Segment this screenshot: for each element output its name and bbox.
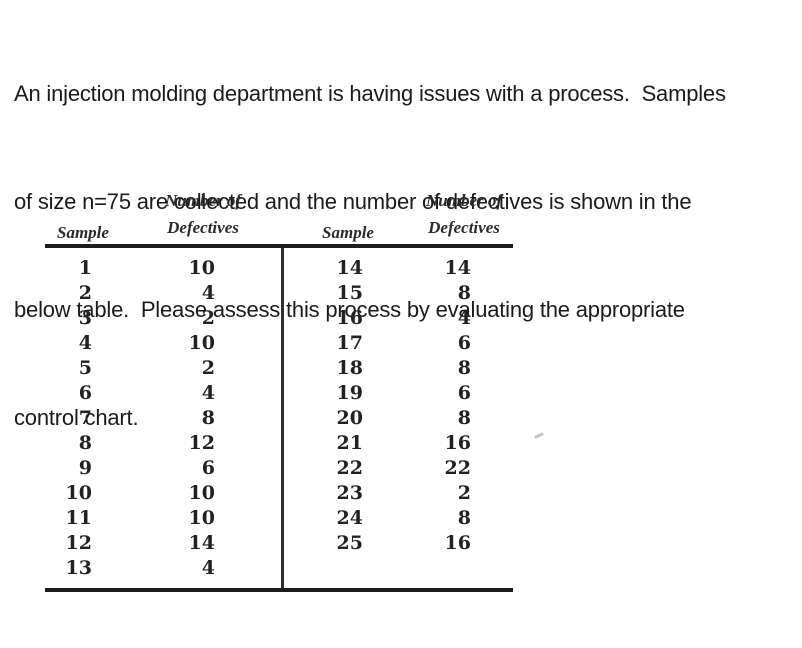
sample-cell <box>215 556 363 581</box>
defectives-table: Sample Number of Defectives Sample Numbe… <box>45 191 513 605</box>
sample-cell: 2 <box>78 282 92 304</box>
sample-cell: 16 <box>336 307 363 329</box>
defectives-cell: 4 <box>201 557 215 579</box>
problem-statement: An injection molding department is havin… <box>14 4 726 508</box>
defectives-cell: 22 <box>444 457 471 479</box>
defectives-cell: 16 <box>444 532 471 554</box>
sample-cell: 25 <box>336 532 363 554</box>
sample-cell: 12 <box>65 532 92 554</box>
sample-cell: 11 <box>65 507 92 529</box>
defectives-cell: 8 <box>201 407 215 429</box>
sample-cell: 9 <box>78 457 92 479</box>
problem-line: of size n=75 are collected and the numbe… <box>14 189 692 214</box>
problem-line: control chart. <box>14 405 139 430</box>
column-header-sample-left: Sample <box>57 223 109 242</box>
defectives-cell: 4 <box>201 382 215 404</box>
sample-cell: 1 <box>78 257 92 279</box>
sample-cell: 17 <box>336 332 363 354</box>
defectives-cell: 6 <box>201 457 215 479</box>
defectives-cell: 8 <box>457 357 471 379</box>
sample-cell: 18 <box>336 357 363 379</box>
defectives-cell: 6 <box>457 382 471 404</box>
problem-line: An injection molding department is havin… <box>14 81 726 106</box>
sample-cell: 23 <box>336 482 363 504</box>
sample-cell: 19 <box>336 382 363 404</box>
defectives-cell: 10 <box>188 257 215 279</box>
defectives-cell: 10 <box>188 507 215 529</box>
defectives-cell: 2 <box>201 357 215 379</box>
sample-cell: 21 <box>336 432 363 454</box>
defectives-table-grid: 1 10 14 14 2 4 15 8 3 2 16 4 4 10 17 6 5 2 18 8 6 4 19 6 7 8 20 8 8 1… <box>45 256 471 581</box>
defectives-cell: 14 <box>188 532 215 554</box>
sample-cell: 7 <box>78 407 92 429</box>
sample-cell: 4 <box>78 332 92 354</box>
defectives-cell: 2 <box>457 482 471 504</box>
defectives-cell <box>363 556 471 581</box>
defectives-cell: 12 <box>188 432 215 454</box>
column-header-sample-right: Sample <box>322 223 374 242</box>
sample-cell: 24 <box>336 507 363 529</box>
sample-cell: 6 <box>78 382 92 404</box>
sample-cell: 15 <box>336 282 363 304</box>
table-bottom-rule <box>45 588 513 592</box>
defectives-cell: 4 <box>457 307 471 329</box>
defectives-cell: 8 <box>457 282 471 304</box>
sample-cell: 13 <box>65 557 92 579</box>
defectives-cell: 8 <box>457 507 471 529</box>
sample-cell: 20 <box>336 407 363 429</box>
defectives-cell: 8 <box>457 407 471 429</box>
sample-cell: 5 <box>78 357 92 379</box>
column-header-defectives-left: Number of Defectives <box>164 191 242 237</box>
defectives-cell: 10 <box>188 482 215 504</box>
defectives-cell: 14 <box>444 257 471 279</box>
sample-cell: 10 <box>65 482 92 504</box>
problem-line: below table. Please assess this process … <box>14 297 685 322</box>
defectives-cell: 10 <box>188 332 215 354</box>
column-header-defectives-right: Number of Defectives <box>425 191 503 237</box>
sample-cell: 3 <box>78 307 92 329</box>
defectives-cell: 6 <box>457 332 471 354</box>
defectives-cell: 16 <box>444 432 471 454</box>
table-column-divider <box>281 248 284 588</box>
sample-cell: 14 <box>336 257 363 279</box>
table-header-rule <box>45 244 513 248</box>
defectives-cell: 4 <box>201 282 215 304</box>
defectives-cell: 2 <box>201 307 215 329</box>
sample-cell: 8 <box>78 432 92 454</box>
sample-cell: 22 <box>336 457 363 479</box>
